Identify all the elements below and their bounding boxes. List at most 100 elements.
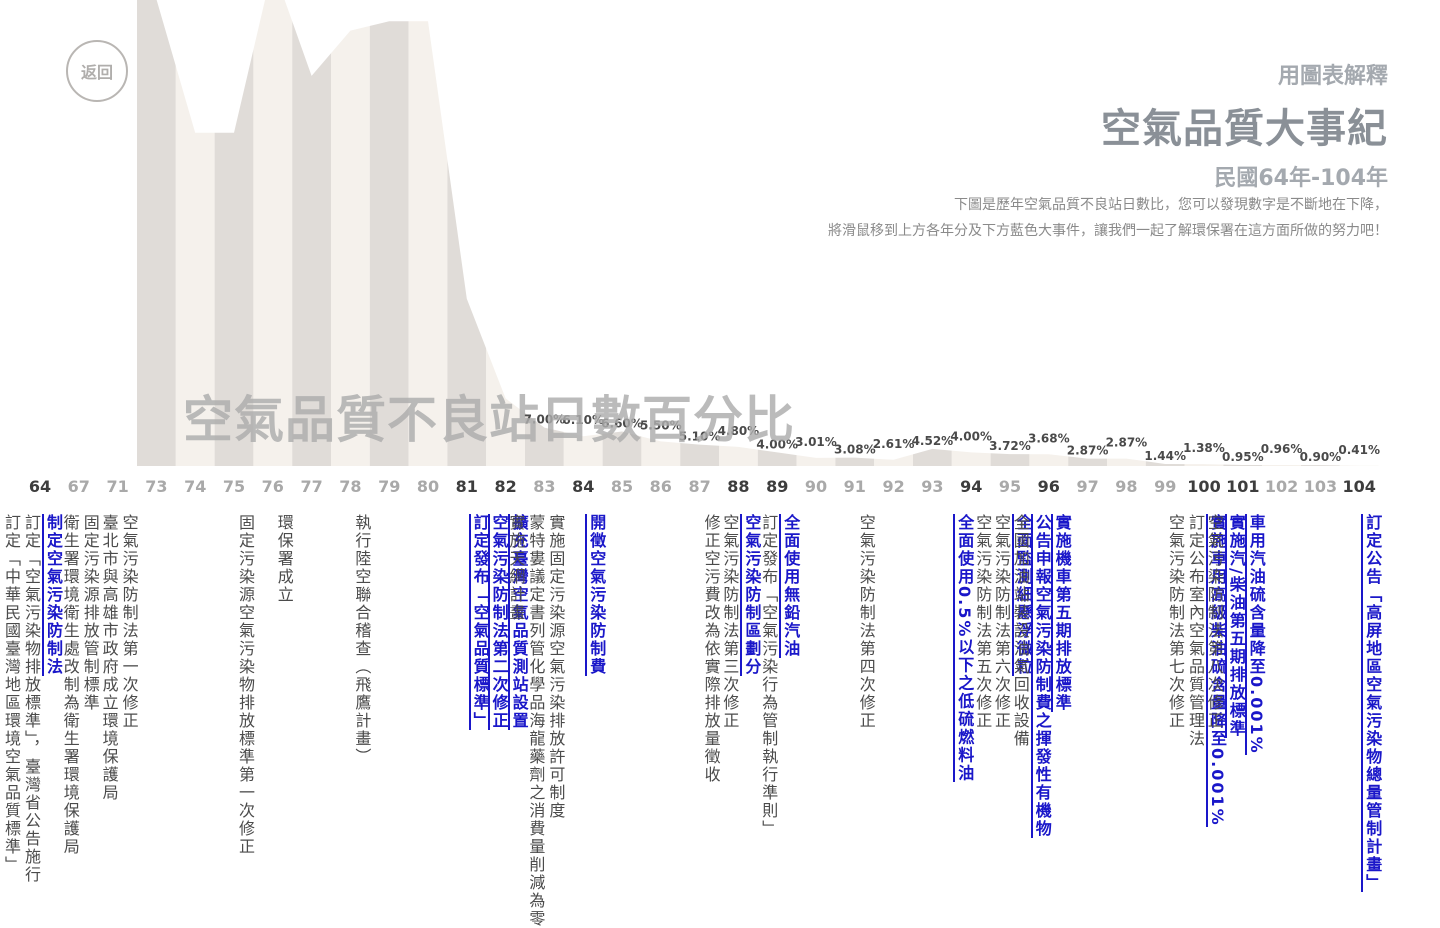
event-item[interactable]: 實施汽/柴油第五期排放標準 [1224,514,1246,738]
year-band [1107,0,1146,466]
data-label: 1.44% [1144,449,1186,463]
event-item: 實施天網計畫 [506,514,526,622]
event-item: 蒙特婁議定書列管化學品海龍藥劑之消費量削減為零 [526,514,546,928]
x-tick-label[interactable]: 82 [494,477,516,496]
event-item: 訂定「空氣污染物排放標準」，臺灣省公告施行 [22,514,41,884]
event-item[interactable]: 全面使用無鉛汽油 [779,514,801,658]
year-band [292,0,331,466]
chart: 7.00%6.10%6.60%5.50%5.10%4.80%4.00%3.01%… [29,0,1380,496]
x-tick-label[interactable]: 94 [960,477,982,496]
year-band [1301,0,1340,466]
x-tick-label[interactable]: 80 [417,477,439,496]
event-item[interactable]: 空氣污染防制法第二次修正 [487,514,509,730]
year-band [874,0,913,466]
event-item: 臺北市與高雄市政府成立環境保護局 [99,514,119,802]
year-band [447,0,487,466]
x-tick-label[interactable]: 90 [805,477,827,496]
data-label: 2.87% [1106,436,1148,450]
x-tick-label[interactable]: 102 [1265,477,1298,496]
event-item: 空氣污染防制法第一次修正 [119,514,139,730]
event-item[interactable]: 訂定發布「空氣品質標準」 [468,514,490,730]
event-item: 空氣污染防制法第五次修正 [973,514,993,730]
event-item[interactable]: 實施機車第五期排放標準 [1050,514,1072,712]
x-tick-label[interactable]: 83 [533,477,555,496]
x-tick-label[interactable]: 85 [611,477,633,496]
x-tick-label[interactable]: 98 [1115,477,1137,496]
event-item: 環保署成立 [274,514,294,604]
back-button[interactable]: 返回 [66,40,128,102]
data-label: 2.87% [1067,444,1109,458]
event-item: 空氣污染防制法第四次修正 [856,514,876,730]
x-tick-label[interactable]: 64 [29,477,51,496]
x-tick-label[interactable]: 103 [1304,477,1337,496]
x-tick-label[interactable]: 88 [727,477,749,496]
x-tick-label[interactable]: 73 [145,477,167,496]
x-tick-label[interactable]: 86 [650,477,672,496]
data-label: 0.41% [1338,443,1380,457]
year-band [175,0,215,466]
x-tick-label[interactable]: 81 [456,477,478,496]
x-tick-label[interactable]: 77 [300,477,322,496]
data-label: 4.00% [756,437,798,451]
x-tick-label[interactable]: 89 [766,477,788,496]
x-tick-label[interactable]: 104 [1342,477,1375,496]
description-line: 將滑鼠移到上方各年分及下方藍色大事件，讓我們一起了解環保署在這方面所做的努力吧！ [828,223,1388,239]
x-tick-label[interactable]: 71 [106,477,128,496]
x-tick-label[interactable]: 95 [999,477,1021,496]
x-tick-label[interactable]: 92 [882,477,904,496]
event-item: 固定污染源排放管制標準 [80,514,100,712]
event-item[interactable]: 實施車用高級柴油硫含量降至0.001% [1206,514,1227,827]
event-item[interactable]: 開徵空氣污染防制費 [585,514,607,676]
x-tick-label[interactable]: 100 [1187,477,1220,496]
x-tick-label[interactable]: 96 [1038,477,1060,496]
x-tick-label[interactable]: 97 [1076,477,1098,496]
year-band [602,0,642,466]
year-band [253,0,293,466]
x-tick-label[interactable]: 91 [844,477,866,496]
event-item: 修正空污費改為依實際排放量徵收 [701,514,721,784]
event-item: 空氣污染防制法第三次修正 [720,514,740,730]
description: 下圖是歷年空氣品質不良站日數比，您可以發現數字是不斷地在下降， 將滑鼠移到上方各… [828,192,1388,244]
year-band [214,0,254,466]
x-tick-label[interactable]: 87 [688,477,710,496]
period-label: 民國64年-104年 [1214,166,1388,191]
event-item[interactable]: 制定空氣污染防制法 [42,514,63,676]
data-label: 6.60% [601,417,643,431]
event-item[interactable]: 訂定公告「高屏地區空氣污染物總量管制計畫」 [1361,514,1383,892]
year-band [951,0,991,466]
event-item[interactable]: 全面監測細懸浮微粒 [1012,514,1033,676]
event-item: 空氣污染防制法第六次修正 [992,514,1011,730]
event-item[interactable]: 擴充臺灣空氣品質測站設置 [507,514,529,730]
data-label: 7.00% [524,413,566,427]
event-item[interactable]: 全面使用0.5%以下之低硫燃料油 [953,514,975,783]
x-tick-label[interactable]: 67 [68,477,90,496]
year-band [1068,0,1107,466]
event-item[interactable]: 空氣污染防制區劃分 [740,514,762,676]
data-label: 5.50% [640,418,682,432]
page-title: 空氣品質大事紀 [1101,106,1388,152]
x-tick-label[interactable]: 74 [184,477,206,496]
event-item[interactable]: 車用汽油硫含量降至0.001% [1244,514,1266,755]
data-label: 2.61% [873,437,915,451]
data-label: 3.72% [989,439,1031,453]
data-label: 4.80% [718,424,760,438]
x-tick-label[interactable]: 101 [1226,477,1259,496]
x-tick-label[interactable]: 75 [223,477,245,496]
data-label: 3.68% [1028,431,1070,445]
page-subtitle: 用圖表解釋 [1277,64,1388,89]
x-tick-label[interactable]: 79 [378,477,400,496]
x-tick-label[interactable]: 84 [572,477,594,496]
event-item: 空氣污染防制法第七次修正 [1166,514,1185,730]
year-band [719,0,758,466]
data-label: 1.38% [1183,441,1225,455]
year-band [1262,0,1301,466]
x-tick-label[interactable]: 76 [262,477,284,496]
x-tick-label[interactable]: 99 [1154,477,1176,496]
x-tick-label[interactable]: 93 [921,477,943,496]
year-band [1184,0,1224,466]
event-item: 實施固定污染源空氣污染排放許可制度 [546,514,566,820]
x-tick-label[interactable]: 78 [339,477,361,496]
year-band [913,0,952,466]
year-band [369,0,409,466]
event-item[interactable]: 公告申報空氣污染防制費之揮發性有機物 [1030,514,1052,838]
